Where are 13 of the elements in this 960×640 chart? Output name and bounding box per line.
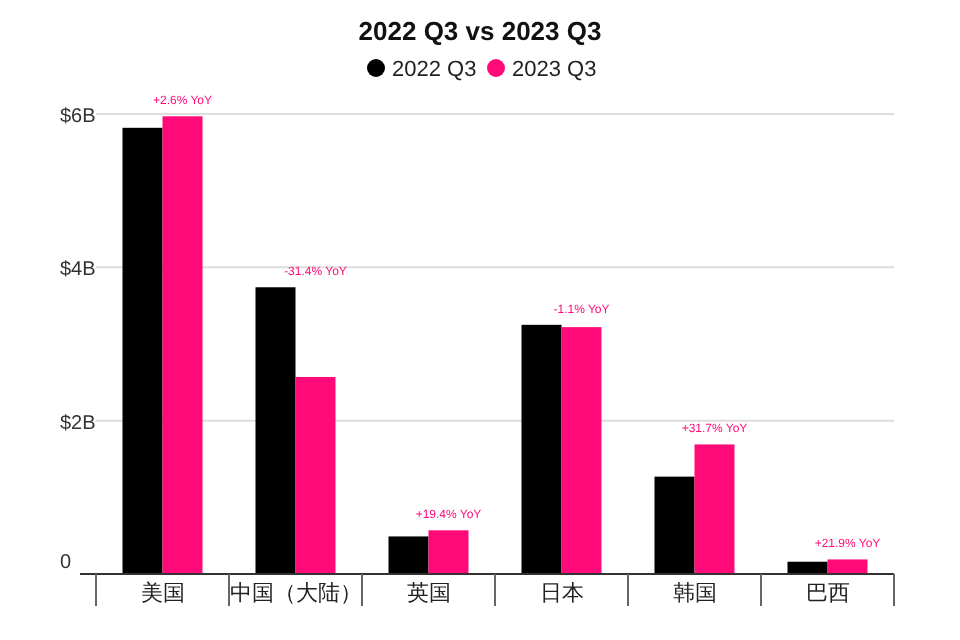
y-tick-label: $4B [60, 259, 97, 282]
x-tick-label: 巴西 [805, 582, 850, 606]
x-tick-label: 韩国 [672, 580, 717, 606]
legend-label: 2022 Q3 [392, 58, 477, 82]
y-tick-label: 0 [60, 552, 72, 574]
y-tick-label: $2B [60, 412, 97, 435]
x-tick-label: 英国 [406, 580, 451, 606]
chart-title: 2022 Q3 vs 2023 Q3 [358, 16, 602, 46]
x-tick-label: 日本 [539, 580, 584, 606]
legend-label: 2023 Q3 [512, 58, 597, 82]
y-tick-label: $6B [60, 106, 97, 128]
x-tick-label: 中国（大陆） [229, 580, 362, 606]
x-tick-label: 美国 [140, 580, 185, 606]
